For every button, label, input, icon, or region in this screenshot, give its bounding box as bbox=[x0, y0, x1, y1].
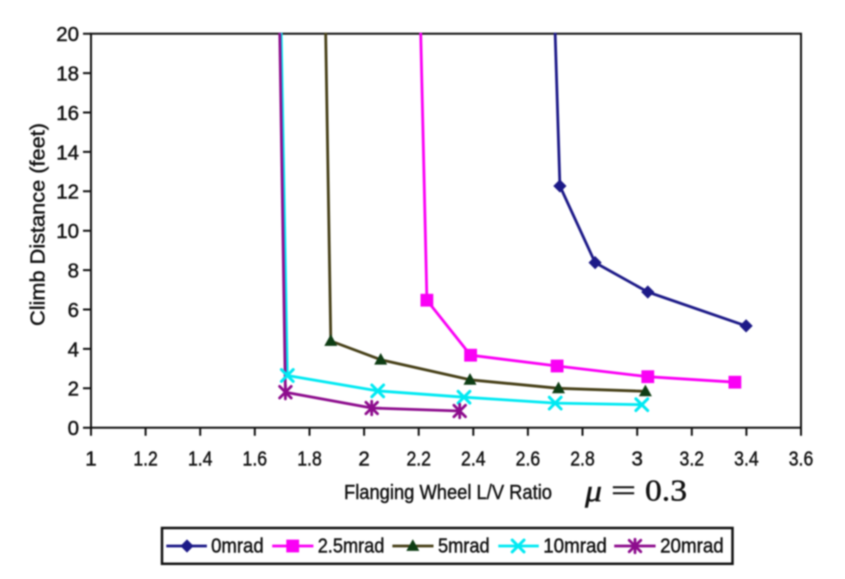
svg-text:6: 6 bbox=[68, 299, 79, 322]
svg-text:0mrad: 0mrad bbox=[211, 534, 264, 557]
svg-text:1.8: 1.8 bbox=[297, 448, 322, 471]
svg-text:2: 2 bbox=[68, 378, 79, 401]
svg-text:μ: μ bbox=[584, 473, 602, 508]
svg-text:18: 18 bbox=[56, 63, 79, 86]
svg-text:0: 0 bbox=[68, 417, 79, 440]
svg-text:12: 12 bbox=[56, 181, 79, 204]
svg-text:2.5mrad: 2.5mrad bbox=[318, 534, 385, 557]
svg-text:3.4: 3.4 bbox=[734, 448, 759, 471]
svg-text:=: = bbox=[611, 474, 636, 507]
svg-text:5mrad: 5mrad bbox=[438, 534, 490, 557]
svg-text:3.6: 3.6 bbox=[789, 448, 814, 471]
svg-text:1.2: 1.2 bbox=[133, 448, 158, 471]
svg-text:10mrad: 10mrad bbox=[543, 534, 607, 557]
svg-text:Flanging Wheel L/V Ratio: Flanging Wheel L/V Ratio bbox=[344, 481, 552, 504]
svg-text:1.4: 1.4 bbox=[188, 448, 213, 471]
svg-text:2.8: 2.8 bbox=[570, 448, 595, 471]
svg-text:Climb Distance (feet): Climb Distance (feet) bbox=[27, 123, 50, 326]
svg-text:2.2: 2.2 bbox=[406, 448, 431, 471]
svg-text:1: 1 bbox=[85, 448, 96, 471]
svg-text:10: 10 bbox=[56, 220, 79, 243]
svg-text:16: 16 bbox=[56, 102, 79, 125]
svg-text:14: 14 bbox=[56, 141, 79, 164]
svg-text:2.4: 2.4 bbox=[461, 448, 486, 471]
svg-text:3: 3 bbox=[631, 448, 642, 471]
svg-text:8: 8 bbox=[68, 260, 79, 283]
svg-text:20mrad: 20mrad bbox=[660, 534, 724, 557]
svg-text:0.3: 0.3 bbox=[645, 473, 687, 508]
svg-text:20: 20 bbox=[56, 23, 79, 46]
svg-text:1.6: 1.6 bbox=[243, 448, 268, 471]
svg-text:2: 2 bbox=[358, 448, 369, 471]
svg-text:4: 4 bbox=[68, 338, 79, 361]
svg-text:2.6: 2.6 bbox=[516, 448, 541, 471]
svg-text:3.2: 3.2 bbox=[680, 448, 705, 471]
